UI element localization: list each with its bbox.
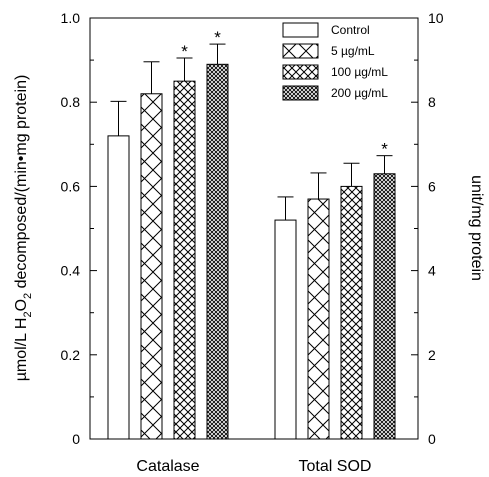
- bar-group: * * *: [107, 28, 396, 440]
- legend-swatch: [282, 64, 319, 80]
- bar-0-1: [140, 93, 163, 440]
- left-axis: 0 0.2 0.4 0.6 0.8 1.0: [61, 10, 97, 447]
- y-axis-label-left: µmol/L H2O2 decomposed/(min•mg protein): [13, 75, 34, 382]
- right-tick-label: 10: [428, 10, 444, 26]
- plot-frame: [89, 17, 419, 440]
- right-tick-label: 0: [428, 431, 436, 447]
- legend-label: 5 µg/mL: [331, 44, 375, 58]
- right-axis: 0 2 4 6 8 10: [411, 10, 444, 447]
- right-tick-label: 6: [428, 178, 436, 194]
- left-tick-label: 0.8: [61, 94, 81, 110]
- bar-0-0: [107, 135, 130, 440]
- left-tick-label: 0: [72, 431, 80, 447]
- right-tick-label: 4: [428, 263, 436, 279]
- bar-0-3: [206, 63, 229, 440]
- bar-1-1: [307, 198, 330, 440]
- legend-label: 200 µg/mL: [331, 86, 388, 100]
- category-labels: Catalase Total SOD: [136, 458, 371, 475]
- significance-star: *: [381, 140, 388, 159]
- legend-swatch: [282, 43, 319, 59]
- category-label: Total SOD: [299, 458, 372, 475]
- left-tick-label: 0.6: [61, 178, 81, 194]
- significance-star: *: [214, 28, 221, 47]
- bar-1-0: [274, 219, 297, 440]
- right-tick-label: 8: [428, 94, 436, 110]
- bar-1-2: [340, 185, 363, 440]
- left-tick-label: 0.4: [61, 263, 81, 279]
- right-tick-label: 2: [428, 347, 436, 363]
- significance-star: *: [181, 42, 188, 61]
- left-tick-label: 1.0: [61, 10, 81, 26]
- legend-swatch: [282, 22, 319, 38]
- bar-1-3: [373, 173, 396, 440]
- left-tick-label: 0.2: [61, 347, 81, 363]
- legend-label: Control: [331, 23, 370, 37]
- legend: Control 5 µg/mL 100 µg/mL 200 µg/mL: [282, 22, 388, 101]
- category-label: Catalase: [136, 458, 199, 475]
- legend-swatch: [282, 85, 319, 101]
- bar-0-2: [173, 80, 196, 440]
- y-axis-label-right: unit/mg protein: [468, 175, 485, 281]
- legend-label: 100 µg/mL: [331, 65, 388, 79]
